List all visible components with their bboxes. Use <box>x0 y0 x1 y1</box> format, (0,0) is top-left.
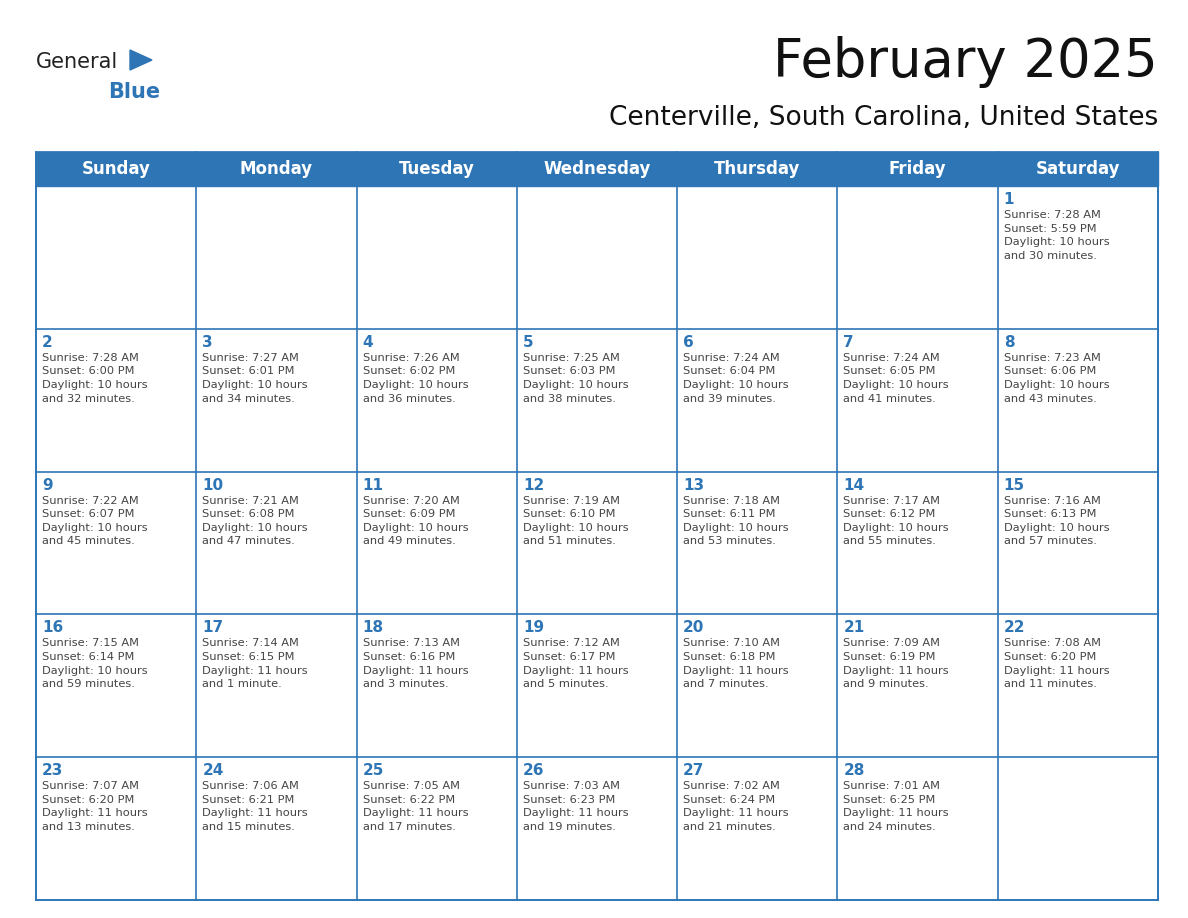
Text: Sunday: Sunday <box>82 160 151 178</box>
Text: 9: 9 <box>42 477 52 493</box>
Text: Sunrise: 7:07 AM
Sunset: 6:20 PM
Daylight: 11 hours
and 13 minutes.: Sunrise: 7:07 AM Sunset: 6:20 PM Dayligh… <box>42 781 147 832</box>
Text: 8: 8 <box>1004 335 1015 350</box>
Text: 22: 22 <box>1004 621 1025 635</box>
Text: 3: 3 <box>202 335 213 350</box>
Text: Monday: Monday <box>240 160 312 178</box>
Text: 2: 2 <box>42 335 52 350</box>
Text: Sunrise: 7:18 AM
Sunset: 6:11 PM
Daylight: 10 hours
and 53 minutes.: Sunrise: 7:18 AM Sunset: 6:11 PM Dayligh… <box>683 496 789 546</box>
Text: Wednesday: Wednesday <box>543 160 651 178</box>
Text: Saturday: Saturday <box>1036 160 1120 178</box>
Text: 18: 18 <box>362 621 384 635</box>
Text: Sunrise: 7:15 AM
Sunset: 6:14 PM
Daylight: 10 hours
and 59 minutes.: Sunrise: 7:15 AM Sunset: 6:14 PM Dayligh… <box>42 638 147 689</box>
Text: February 2025: February 2025 <box>773 36 1158 88</box>
Text: Sunrise: 7:05 AM
Sunset: 6:22 PM
Daylight: 11 hours
and 17 minutes.: Sunrise: 7:05 AM Sunset: 6:22 PM Dayligh… <box>362 781 468 832</box>
Text: Sunrise: 7:16 AM
Sunset: 6:13 PM
Daylight: 10 hours
and 57 minutes.: Sunrise: 7:16 AM Sunset: 6:13 PM Dayligh… <box>1004 496 1110 546</box>
Text: 15: 15 <box>1004 477 1025 493</box>
Text: Sunrise: 7:01 AM
Sunset: 6:25 PM
Daylight: 11 hours
and 24 minutes.: Sunrise: 7:01 AM Sunset: 6:25 PM Dayligh… <box>843 781 949 832</box>
Text: 20: 20 <box>683 621 704 635</box>
Text: Tuesday: Tuesday <box>399 160 475 178</box>
Text: Sunrise: 7:19 AM
Sunset: 6:10 PM
Daylight: 10 hours
and 51 minutes.: Sunrise: 7:19 AM Sunset: 6:10 PM Dayligh… <box>523 496 628 546</box>
Text: Sunrise: 7:25 AM
Sunset: 6:03 PM
Daylight: 10 hours
and 38 minutes.: Sunrise: 7:25 AM Sunset: 6:03 PM Dayligh… <box>523 353 628 404</box>
Text: Sunrise: 7:27 AM
Sunset: 6:01 PM
Daylight: 10 hours
and 34 minutes.: Sunrise: 7:27 AM Sunset: 6:01 PM Dayligh… <box>202 353 308 404</box>
Text: Sunrise: 7:12 AM
Sunset: 6:17 PM
Daylight: 11 hours
and 5 minutes.: Sunrise: 7:12 AM Sunset: 6:17 PM Dayligh… <box>523 638 628 689</box>
Text: Sunrise: 7:09 AM
Sunset: 6:19 PM
Daylight: 11 hours
and 9 minutes.: Sunrise: 7:09 AM Sunset: 6:19 PM Dayligh… <box>843 638 949 689</box>
Text: Sunrise: 7:10 AM
Sunset: 6:18 PM
Daylight: 11 hours
and 7 minutes.: Sunrise: 7:10 AM Sunset: 6:18 PM Dayligh… <box>683 638 789 689</box>
Text: 28: 28 <box>843 763 865 778</box>
Text: 6: 6 <box>683 335 694 350</box>
Text: Sunrise: 7:08 AM
Sunset: 6:20 PM
Daylight: 11 hours
and 11 minutes.: Sunrise: 7:08 AM Sunset: 6:20 PM Dayligh… <box>1004 638 1110 689</box>
Text: Sunrise: 7:13 AM
Sunset: 6:16 PM
Daylight: 11 hours
and 3 minutes.: Sunrise: 7:13 AM Sunset: 6:16 PM Dayligh… <box>362 638 468 689</box>
Text: 27: 27 <box>683 763 704 778</box>
Text: 24: 24 <box>202 763 223 778</box>
Text: Blue: Blue <box>108 82 160 102</box>
Text: Sunrise: 7:26 AM
Sunset: 6:02 PM
Daylight: 10 hours
and 36 minutes.: Sunrise: 7:26 AM Sunset: 6:02 PM Dayligh… <box>362 353 468 404</box>
Text: 7: 7 <box>843 335 854 350</box>
Text: Friday: Friday <box>889 160 947 178</box>
Text: Sunrise: 7:17 AM
Sunset: 6:12 PM
Daylight: 10 hours
and 55 minutes.: Sunrise: 7:17 AM Sunset: 6:12 PM Dayligh… <box>843 496 949 546</box>
Text: Sunrise: 7:24 AM
Sunset: 6:05 PM
Daylight: 10 hours
and 41 minutes.: Sunrise: 7:24 AM Sunset: 6:05 PM Dayligh… <box>843 353 949 404</box>
Text: 25: 25 <box>362 763 384 778</box>
Text: Sunrise: 7:24 AM
Sunset: 6:04 PM
Daylight: 10 hours
and 39 minutes.: Sunrise: 7:24 AM Sunset: 6:04 PM Dayligh… <box>683 353 789 404</box>
Text: Sunrise: 7:20 AM
Sunset: 6:09 PM
Daylight: 10 hours
and 49 minutes.: Sunrise: 7:20 AM Sunset: 6:09 PM Dayligh… <box>362 496 468 546</box>
Text: Sunrise: 7:28 AM
Sunset: 5:59 PM
Daylight: 10 hours
and 30 minutes.: Sunrise: 7:28 AM Sunset: 5:59 PM Dayligh… <box>1004 210 1110 261</box>
Text: Sunrise: 7:21 AM
Sunset: 6:08 PM
Daylight: 10 hours
and 47 minutes.: Sunrise: 7:21 AM Sunset: 6:08 PM Dayligh… <box>202 496 308 546</box>
Text: 1: 1 <box>1004 192 1015 207</box>
Text: 26: 26 <box>523 763 544 778</box>
Text: Sunrise: 7:06 AM
Sunset: 6:21 PM
Daylight: 11 hours
and 15 minutes.: Sunrise: 7:06 AM Sunset: 6:21 PM Dayligh… <box>202 781 308 832</box>
Bar <box>36 152 1158 186</box>
Text: Sunrise: 7:28 AM
Sunset: 6:00 PM
Daylight: 10 hours
and 32 minutes.: Sunrise: 7:28 AM Sunset: 6:00 PM Dayligh… <box>42 353 147 404</box>
Text: General: General <box>36 52 119 72</box>
Text: Sunrise: 7:03 AM
Sunset: 6:23 PM
Daylight: 11 hours
and 19 minutes.: Sunrise: 7:03 AM Sunset: 6:23 PM Dayligh… <box>523 781 628 832</box>
Polygon shape <box>129 50 152 70</box>
Text: Sunrise: 7:23 AM
Sunset: 6:06 PM
Daylight: 10 hours
and 43 minutes.: Sunrise: 7:23 AM Sunset: 6:06 PM Dayligh… <box>1004 353 1110 404</box>
Text: 5: 5 <box>523 335 533 350</box>
Text: 13: 13 <box>683 477 704 493</box>
Text: 14: 14 <box>843 477 865 493</box>
Text: 17: 17 <box>202 621 223 635</box>
Text: Sunrise: 7:22 AM
Sunset: 6:07 PM
Daylight: 10 hours
and 45 minutes.: Sunrise: 7:22 AM Sunset: 6:07 PM Dayligh… <box>42 496 147 546</box>
Text: Sunrise: 7:02 AM
Sunset: 6:24 PM
Daylight: 11 hours
and 21 minutes.: Sunrise: 7:02 AM Sunset: 6:24 PM Dayligh… <box>683 781 789 832</box>
Text: Centerville, South Carolina, United States: Centerville, South Carolina, United Stat… <box>608 105 1158 131</box>
Text: 4: 4 <box>362 335 373 350</box>
Text: 23: 23 <box>42 763 63 778</box>
Text: 16: 16 <box>42 621 63 635</box>
Text: Thursday: Thursday <box>714 160 801 178</box>
Bar <box>36 152 1158 900</box>
Text: 19: 19 <box>523 621 544 635</box>
Text: 12: 12 <box>523 477 544 493</box>
Text: 11: 11 <box>362 477 384 493</box>
Text: Sunrise: 7:14 AM
Sunset: 6:15 PM
Daylight: 11 hours
and 1 minute.: Sunrise: 7:14 AM Sunset: 6:15 PM Dayligh… <box>202 638 308 689</box>
Text: 21: 21 <box>843 621 865 635</box>
Text: 10: 10 <box>202 477 223 493</box>
